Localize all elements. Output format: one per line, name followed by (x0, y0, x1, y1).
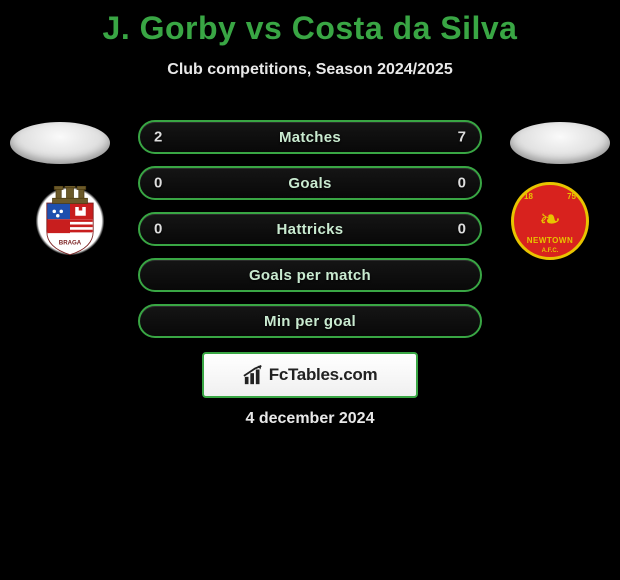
crest-year-right: 75 (567, 192, 576, 201)
branding-prefix: Fc (269, 365, 288, 384)
bar-chart-icon (243, 364, 265, 386)
stat-row-min-per-goal: Min per goal (138, 304, 482, 338)
snapshot-date: 4 december 2024 (0, 410, 620, 428)
dragon-icon: ❧ (539, 206, 561, 232)
stat-row-goals-per-match: Goals per match (138, 258, 482, 292)
player1-avatar-placeholder (10, 122, 110, 164)
stat-row-hattricks: 0 Hattricks 0 (138, 212, 482, 246)
subtitle: Club competitions, Season 2024/2025 (0, 61, 620, 79)
stat-value-right: 0 (458, 221, 466, 238)
stat-label: Min per goal (264, 313, 356, 330)
stat-label: Goals (288, 175, 331, 192)
crest-club-suffix: A.F.C. (542, 248, 559, 254)
stat-value-right: 0 (458, 175, 466, 192)
stats-container: 2 Matches 7 0 Goals 0 0 Hattricks 0 Goal… (138, 120, 482, 350)
stat-row-goals: 0 Goals 0 (138, 166, 482, 200)
stat-value-right: 7 (458, 129, 466, 146)
newtown-badge-icon: 18 75 ❧ NEWTOWN A.F.C. (511, 182, 589, 260)
crest-year-left: 18 (524, 192, 533, 201)
stat-value-left: 0 (154, 221, 162, 238)
player2-avatar-placeholder (510, 122, 610, 164)
vs-separator: vs (246, 10, 283, 46)
player2-name: Costa da Silva (292, 10, 518, 46)
stat-label: Hattricks (277, 221, 344, 238)
braga-shield-icon: BRAGA (40, 186, 100, 256)
stat-label: Goals per match (249, 267, 371, 284)
svg-text:BRAGA: BRAGA (59, 240, 82, 247)
branding-text: FcTables.com (269, 365, 378, 385)
player1-name: J. Gorby (103, 10, 237, 46)
stat-label: Matches (279, 129, 341, 146)
player2-club-crest: 18 75 ❧ NEWTOWN A.F.C. (500, 178, 600, 264)
branding-badge[interactable]: FcTables.com (202, 352, 418, 398)
stat-value-left: 2 (154, 129, 162, 146)
player1-club-crest: BRAGA (20, 178, 120, 264)
stat-value-left: 0 (154, 175, 162, 192)
comparison-title: J. Gorby vs Costa da Silva (0, 0, 620, 47)
stat-row-matches: 2 Matches 7 (138, 120, 482, 154)
branding-suffix: Tables.com (288, 365, 377, 384)
crest-club-name: NEWTOWN (527, 236, 573, 245)
